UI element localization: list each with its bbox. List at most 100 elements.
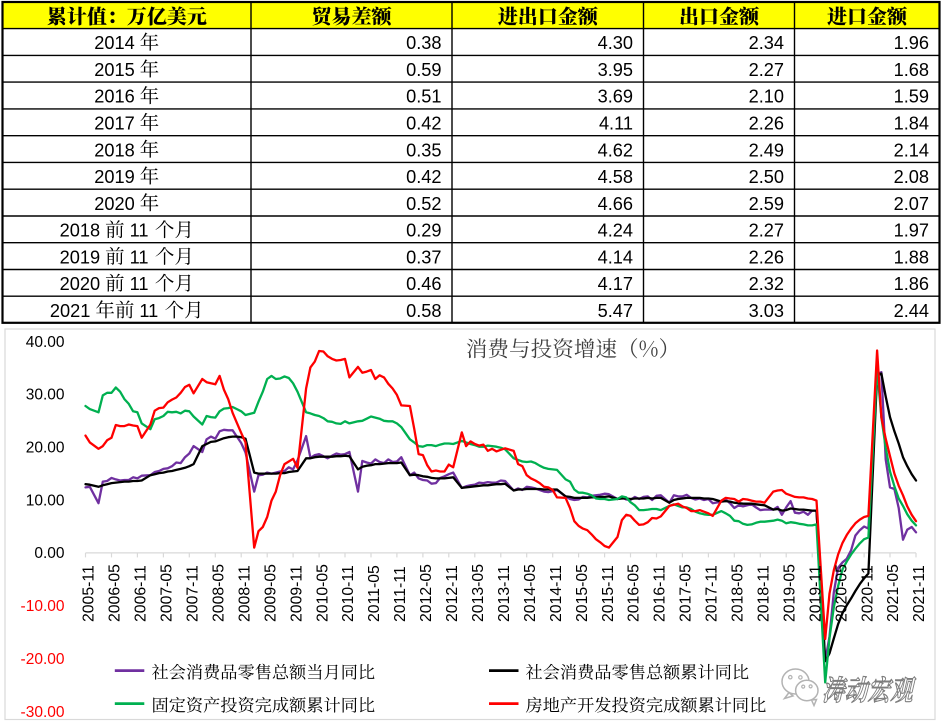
svg-text:2.26: 2.26 <box>749 114 784 134</box>
svg-text:4.58: 4.58 <box>598 167 633 187</box>
svg-text:2009-11: 2009-11 <box>288 565 305 622</box>
svg-text:0.46: 0.46 <box>406 274 441 294</box>
svg-text:2.50: 2.50 <box>749 167 784 187</box>
svg-text:2015-11: 2015-11 <box>600 565 617 622</box>
svg-text:2018: 2018 <box>94 140 134 160</box>
svg-text:2.26: 2.26 <box>749 247 784 267</box>
svg-text:2009-05: 2009-05 <box>262 564 279 622</box>
svg-text:2020: 2020 <box>60 274 100 294</box>
svg-text:2015-05: 2015-05 <box>574 564 591 622</box>
svg-text:2008-05: 2008-05 <box>211 564 228 622</box>
svg-text:2.44: 2.44 <box>894 301 929 321</box>
svg-text:2.49: 2.49 <box>749 140 784 160</box>
svg-text:0.42: 0.42 <box>406 114 441 134</box>
svg-text:0.42: 0.42 <box>406 167 441 187</box>
svg-text:5.47: 5.47 <box>598 301 633 321</box>
svg-text:-10.00: -10.00 <box>21 598 65 615</box>
svg-text:2006-11: 2006-11 <box>133 565 150 622</box>
svg-text:2021-05: 2021-05 <box>885 564 902 622</box>
svg-text:2016: 2016 <box>94 87 134 107</box>
svg-text:4.62: 4.62 <box>598 140 633 160</box>
svg-text:2.14: 2.14 <box>894 140 929 160</box>
svg-text:2.27: 2.27 <box>749 60 784 80</box>
svg-text:2021: 2021 <box>50 301 90 321</box>
svg-text:2.10: 2.10 <box>749 87 784 107</box>
svg-text:1.86: 1.86 <box>894 274 929 294</box>
svg-text:2013-05: 2013-05 <box>470 564 487 622</box>
svg-text:2006-05: 2006-05 <box>107 564 124 622</box>
svg-text:2014: 2014 <box>94 33 134 53</box>
svg-text:2015: 2015 <box>94 60 134 80</box>
svg-text:2018-05: 2018-05 <box>730 564 747 622</box>
svg-text:2.59: 2.59 <box>749 194 784 214</box>
svg-text:1.97: 1.97 <box>894 221 929 241</box>
svg-text:3.69: 3.69 <box>598 87 633 107</box>
svg-text:4.11: 4.11 <box>599 114 633 134</box>
svg-text:1.88: 1.88 <box>894 247 929 267</box>
svg-text:4.66: 4.66 <box>598 194 633 214</box>
svg-text:3.95: 3.95 <box>598 60 633 80</box>
svg-text:2011-05: 2011-05 <box>366 565 383 622</box>
svg-text:2021-11: 2021-11 <box>911 565 928 622</box>
svg-text:3.03: 3.03 <box>749 301 784 321</box>
svg-text:2014-05: 2014-05 <box>522 564 539 622</box>
svg-text:11: 11 <box>130 247 149 267</box>
svg-text:2007-11: 2007-11 <box>185 565 202 622</box>
svg-text:30.00: 30.00 <box>26 387 65 404</box>
svg-text:1.68: 1.68 <box>894 60 929 80</box>
svg-text:11: 11 <box>139 301 158 321</box>
svg-text:2.34: 2.34 <box>749 33 784 53</box>
svg-text:2.07: 2.07 <box>894 194 929 214</box>
svg-text:10.00: 10.00 <box>26 492 65 509</box>
svg-text:2010-11: 2010-11 <box>340 565 357 622</box>
svg-text:1.59: 1.59 <box>894 87 929 107</box>
svg-text:0.29: 0.29 <box>406 221 441 241</box>
svg-text:2.27: 2.27 <box>749 221 784 241</box>
svg-text:2012-11: 2012-11 <box>444 565 461 622</box>
svg-text:0.59: 0.59 <box>406 60 441 80</box>
svg-text:0.52: 0.52 <box>406 194 441 214</box>
svg-text:0.37: 0.37 <box>406 247 441 267</box>
svg-text:-20.00: -20.00 <box>21 651 65 668</box>
svg-text:2007-05: 2007-05 <box>159 564 176 622</box>
svg-text:2020-05: 2020-05 <box>833 564 850 622</box>
svg-text:2019: 2019 <box>60 247 100 267</box>
svg-text:2010-05: 2010-05 <box>314 564 331 622</box>
svg-text:40.00: 40.00 <box>26 334 65 351</box>
svg-text:20.00: 20.00 <box>26 440 65 457</box>
svg-text:2014-11: 2014-11 <box>548 565 565 622</box>
svg-text:2018: 2018 <box>60 221 100 241</box>
svg-text:2016-11: 2016-11 <box>652 565 669 622</box>
svg-text:0.51: 0.51 <box>406 87 441 107</box>
svg-text:2012-05: 2012-05 <box>418 564 435 622</box>
svg-text:4.30: 4.30 <box>598 33 633 53</box>
svg-text:2005-11: 2005-11 <box>81 565 98 622</box>
svg-text:2011-11: 2011-11 <box>392 566 409 622</box>
svg-text:2.08: 2.08 <box>894 167 929 187</box>
svg-text:11: 11 <box>130 274 149 294</box>
svg-text:4.17: 4.17 <box>598 274 633 294</box>
svg-text:2019-11: 2019-11 <box>807 565 824 622</box>
svg-text:-30.00: -30.00 <box>21 704 65 721</box>
svg-text:4.14: 4.14 <box>598 247 633 267</box>
svg-text:0.38: 0.38 <box>406 33 441 53</box>
svg-text:2019-05: 2019-05 <box>781 564 798 622</box>
svg-text:2016-05: 2016-05 <box>626 564 643 622</box>
svg-text:11: 11 <box>130 221 149 241</box>
svg-text:2017-05: 2017-05 <box>678 564 695 622</box>
svg-text:2017-11: 2017-11 <box>704 565 721 622</box>
svg-text:2008-11: 2008-11 <box>236 565 253 622</box>
svg-text:2020: 2020 <box>94 194 134 214</box>
svg-text:0.58: 0.58 <box>406 301 441 321</box>
svg-text:0.00: 0.00 <box>34 545 65 562</box>
svg-text:2017: 2017 <box>94 114 134 134</box>
svg-text:2020-11: 2020-11 <box>859 565 876 622</box>
svg-text:4.24: 4.24 <box>598 221 633 241</box>
svg-text:0.35: 0.35 <box>406 140 441 160</box>
svg-text:2018-11: 2018-11 <box>756 565 773 622</box>
svg-text:1.96: 1.96 <box>894 33 929 53</box>
svg-text:1.84: 1.84 <box>894 114 929 134</box>
svg-text:2019: 2019 <box>94 167 134 187</box>
svg-text:2013-11: 2013-11 <box>496 565 513 622</box>
svg-text:2.32: 2.32 <box>749 274 784 294</box>
